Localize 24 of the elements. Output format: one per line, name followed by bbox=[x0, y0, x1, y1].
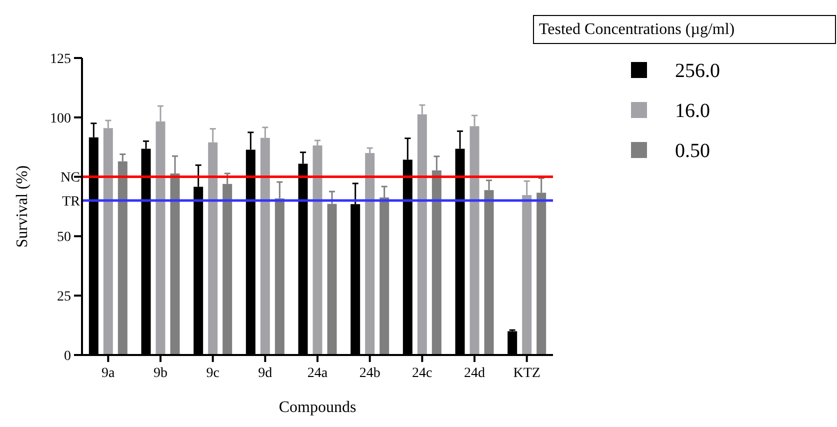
x-tick-label: 9a bbox=[102, 366, 116, 381]
y-tick-label: 125 bbox=[50, 52, 71, 67]
bar bbox=[365, 153, 375, 355]
x-axis-title: Compounds bbox=[278, 399, 356, 416]
x-tick-label: 9b bbox=[154, 366, 168, 381]
legend-label: 256.0 bbox=[675, 60, 720, 82]
ref-line-label: TR bbox=[62, 194, 81, 210]
legend-title: Tested Concentrations (µg/ml) bbox=[539, 21, 735, 38]
x-tick-label: 24b bbox=[359, 366, 380, 381]
ref-line-label: NC bbox=[60, 170, 80, 186]
y-tick-label: 25 bbox=[57, 290, 71, 304]
x-tick-label: 24c bbox=[412, 366, 432, 381]
legend-label: 16.0 bbox=[675, 100, 710, 122]
x-tick-label: 24d bbox=[464, 366, 485, 381]
x-tick-label: 9d bbox=[258, 366, 272, 381]
bar bbox=[312, 145, 322, 355]
y-tick-label: 50 bbox=[57, 230, 71, 246]
x-tick-label: KTZ bbox=[513, 366, 540, 381]
x-tick-label: 9c bbox=[206, 366, 220, 381]
y-tick-label: 100 bbox=[50, 111, 71, 126]
x-tick-label: 24a bbox=[307, 366, 328, 381]
legend-label: 0.50 bbox=[675, 140, 710, 162]
y-axis-title: Survival (%) bbox=[14, 165, 31, 248]
y-tick-label: 0 bbox=[64, 348, 71, 364]
